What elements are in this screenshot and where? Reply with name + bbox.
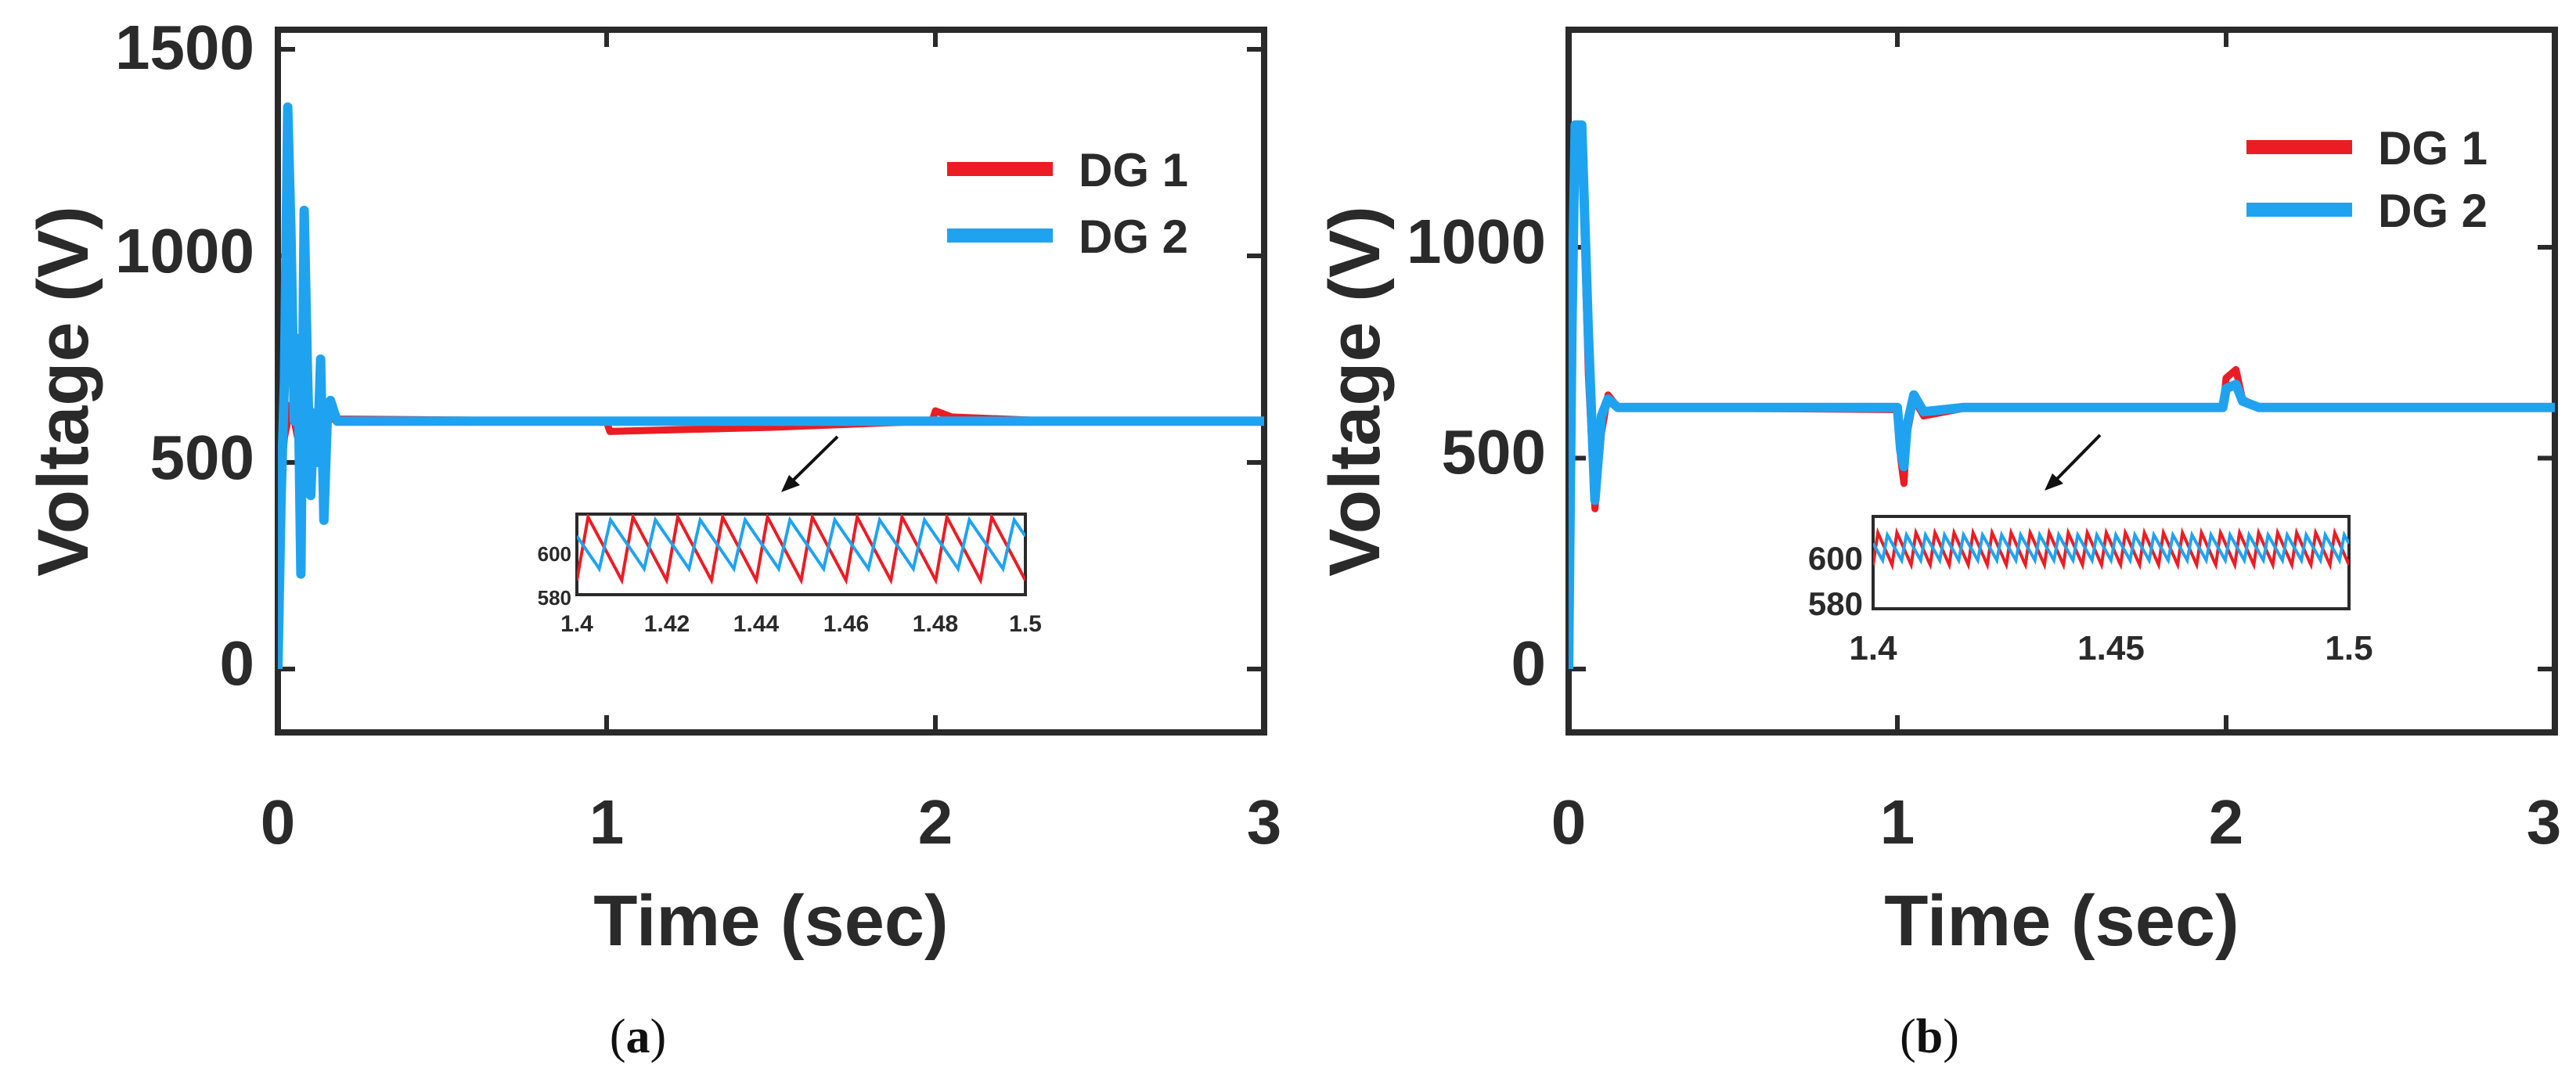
panel-b-inset-series bbox=[1873, 527, 2349, 571]
panel-a-inset-xtick-1.46: 1.46 bbox=[823, 611, 869, 637]
panel-a-zoom-arrow bbox=[781, 435, 839, 492]
panel-b-inset-xtick-1.45: 1.45 bbox=[2077, 629, 2145, 667]
panel-b-xtick-3: 3 bbox=[2527, 787, 2562, 857]
panel-b-inset-xtick-1.4: 1.4 bbox=[1849, 629, 1897, 667]
panel-b-inset-ytick-600: 600 bbox=[1808, 540, 1863, 577]
panel-a-legend-label-dg2: DG 2 bbox=[1079, 210, 1188, 263]
panel-b-xlabel: Time (sec) bbox=[1884, 881, 2239, 961]
panel-b-inset-series-dg1 bbox=[1873, 527, 2349, 571]
panel-a-inset-series-dg1 bbox=[577, 514, 1025, 585]
panel-a-inset-series bbox=[577, 514, 1025, 585]
panel-a-plot-frame bbox=[275, 27, 1267, 736]
panel-b-inset-series-dg2 bbox=[1873, 530, 2349, 565]
panel-a-inset: 600 580 1.4 1.42 1.44 1.46 1.48 1.5 bbox=[538, 513, 1042, 637]
panel-a-xtick-0: 0 bbox=[261, 787, 296, 857]
panel-b-inset: 600 580 1.4 1.45 1.5 bbox=[1808, 515, 2373, 667]
panel-a-xtick-3: 3 bbox=[1247, 787, 1282, 857]
panel-a-caption: (a) bbox=[610, 1010, 666, 1063]
panel-b-ylabel: Voltage (V) bbox=[1315, 206, 1395, 577]
panel-b-xtick-2: 2 bbox=[2209, 787, 2244, 857]
panel-b-ytick-0: 0 bbox=[1511, 628, 1547, 698]
panel-a-series bbox=[278, 102, 1264, 670]
panel-b-legend: DG 1 DG 2 bbox=[2246, 122, 2488, 237]
panel-a-xlabel: Time (sec) bbox=[593, 881, 948, 961]
panel-a-ytick-1000: 1000 bbox=[115, 216, 254, 286]
panel-a: 0 500 1000 1500 0 1 2 3 Time (sec) Volta… bbox=[23, 13, 1281, 1063]
panel-a-ticks bbox=[276, 30, 1266, 732]
panel-a-inset-xtick-1.4: 1.4 bbox=[560, 611, 593, 637]
panel-a-series-dg2 bbox=[278, 102, 1264, 670]
panel-a-inset-series-dg2 bbox=[577, 516, 1025, 573]
panel-a-legend-label-dg1: DG 1 bbox=[1079, 144, 1188, 196]
panel-b-caption: (b) bbox=[1900, 1010, 1959, 1063]
panel-a-inset-xtick-1.42: 1.42 bbox=[644, 611, 690, 637]
panel-b-legend-label-dg1: DG 1 bbox=[2378, 122, 2488, 174]
panel-b-xtick-0: 0 bbox=[1551, 787, 1587, 857]
panel-b-ticks bbox=[1566, 30, 2557, 732]
panel-b-series bbox=[1569, 120, 2555, 670]
panel-a-inset-ytick-580: 580 bbox=[538, 586, 571, 610]
panel-a-inset-xtick-1.44: 1.44 bbox=[733, 611, 780, 637]
panel-b-series-dg2 bbox=[1569, 120, 2555, 670]
panel-a-inset-xtick-1.48: 1.48 bbox=[913, 611, 958, 637]
panel-a-ylabel: Voltage (V) bbox=[23, 206, 103, 577]
panel-b-ytick-500: 500 bbox=[1442, 417, 1546, 487]
panel-a-ytick-0: 0 bbox=[220, 628, 255, 698]
panel-b-xtick-1: 1 bbox=[1880, 787, 1915, 857]
panel-a-ytick-1500: 1500 bbox=[115, 13, 254, 82]
panel-b: 0 500 1000 0 1 2 3 Time (sec) Voltage (V… bbox=[1315, 27, 2562, 1063]
panel-a-xtick-2: 2 bbox=[918, 787, 953, 857]
panel-a-inset-xtick-1.5: 1.5 bbox=[1009, 611, 1042, 637]
panel-b-inset-ytick-580: 580 bbox=[1808, 585, 1863, 622]
panel-a-xtick-1: 1 bbox=[589, 787, 625, 857]
panel-a-ytick-500: 500 bbox=[150, 423, 254, 492]
panel-a-legend: DG 1 DG 2 bbox=[947, 144, 1188, 263]
panel-b-legend-label-dg2: DG 2 bbox=[2378, 185, 2488, 237]
panel-a-inset-ytick-600: 600 bbox=[538, 542, 571, 566]
panel-b-inset-xtick-1.5: 1.5 bbox=[2325, 629, 2372, 667]
panel-b-zoom-arrow bbox=[2045, 433, 2102, 491]
panel-b-ytick-1000: 1000 bbox=[1407, 207, 1546, 276]
